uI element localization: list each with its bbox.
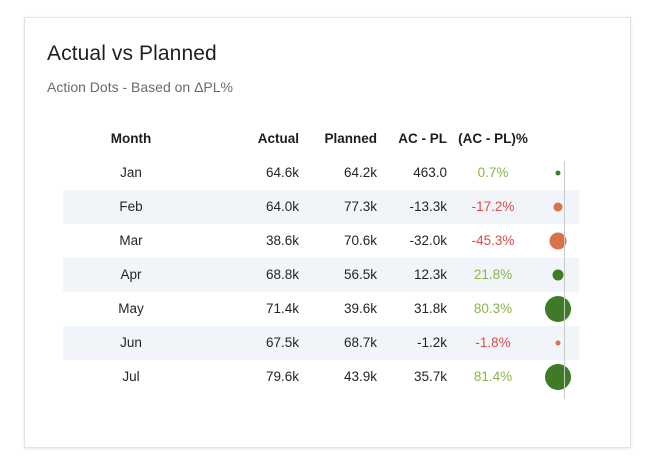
planned-cell: 77.3k bbox=[343, 199, 377, 214]
ac-pl-percent-cell: -45.3% bbox=[471, 233, 515, 248]
ac-pl-percent-cell: -1.8% bbox=[475, 335, 511, 350]
actual-cell: 67.5k bbox=[265, 335, 299, 350]
action-dot bbox=[555, 170, 561, 176]
ac-pl-percent-cell: 21.8% bbox=[473, 267, 513, 282]
action-dot-cell bbox=[529, 224, 587, 258]
planned-cell: 43.9k bbox=[343, 369, 377, 384]
month-cell: Feb bbox=[119, 199, 143, 214]
action-dot-cell bbox=[529, 258, 587, 292]
table-row[interactable]: May 71.4k 39.6k 31.8k 80.3% bbox=[63, 292, 579, 326]
planned-cell: 70.6k bbox=[343, 233, 377, 248]
header-planned[interactable]: Planned bbox=[324, 131, 377, 146]
table-row[interactable]: Apr 68.8k 56.5k 12.3k 21.8% bbox=[63, 258, 579, 292]
action-dot-cell bbox=[529, 326, 587, 360]
action-dot bbox=[549, 232, 567, 250]
month-cell: Jan bbox=[120, 165, 142, 180]
planned-cell: 56.5k bbox=[343, 267, 377, 282]
chart-card: Actual vs Planned Action Dots - Based on… bbox=[24, 17, 631, 448]
actual-cell: 64.0k bbox=[265, 199, 299, 214]
actual-cell: 79.6k bbox=[265, 369, 299, 384]
planned-cell: 64.2k bbox=[343, 165, 377, 180]
ac-pl-cell: 31.8k bbox=[413, 301, 447, 316]
action-dot-cell bbox=[529, 292, 587, 326]
ac-pl-percent-cell: -17.2% bbox=[471, 199, 515, 214]
ac-pl-cell: 12.3k bbox=[413, 267, 447, 282]
ac-pl-cell: -1.2k bbox=[416, 335, 447, 350]
table-row[interactable]: Jan 64.6k 64.2k 463.0 0.7% bbox=[63, 156, 579, 190]
action-dot bbox=[553, 202, 563, 212]
chart-title: Actual vs Planned bbox=[47, 42, 217, 65]
ac-pl-percent-cell: 81.4% bbox=[473, 369, 513, 384]
action-dot bbox=[545, 364, 571, 390]
table-row[interactable]: Jun 67.5k 68.7k -1.2k -1.8% bbox=[63, 326, 579, 360]
header-month[interactable]: Month bbox=[110, 131, 152, 146]
month-cell: Apr bbox=[120, 267, 142, 282]
month-cell: Mar bbox=[119, 233, 143, 248]
ac-pl-cell: -32.0k bbox=[409, 233, 447, 248]
actual-cell: 64.6k bbox=[265, 165, 299, 180]
planned-cell: 39.6k bbox=[343, 301, 377, 316]
action-dot bbox=[555, 340, 561, 346]
ac-pl-percent-cell: 80.3% bbox=[473, 301, 513, 316]
actual-cell: 68.8k bbox=[265, 267, 299, 282]
header-ac-pl-percent[interactable]: (AC - PL)% bbox=[458, 131, 528, 146]
actual-cell: 38.6k bbox=[265, 233, 299, 248]
table-row[interactable]: Mar 38.6k 70.6k -32.0k -45.3% bbox=[63, 224, 579, 258]
header-ac-pl[interactable]: AC - PL bbox=[398, 131, 447, 146]
action-dot-cell bbox=[529, 190, 587, 224]
table-row[interactable]: Feb 64.0k 77.3k -13.3k -17.2% bbox=[63, 190, 579, 224]
month-cell: Jul bbox=[122, 369, 140, 384]
chart-subtitle: Action Dots - Based on ΔPL% bbox=[47, 79, 233, 95]
planned-cell: 68.7k bbox=[343, 335, 377, 350]
action-dot bbox=[545, 296, 571, 322]
table-body: Jan 64.6k 64.2k 463.0 0.7% Feb 64.0k 77.3k -13.3… bbox=[63, 156, 579, 394]
month-cell: May bbox=[118, 301, 144, 316]
month-cell: Jun bbox=[120, 335, 142, 350]
action-dot-cell bbox=[529, 156, 587, 190]
data-table: Month Actual Planned AC - PL (AC - PL)% … bbox=[63, 122, 579, 399]
column-divider bbox=[564, 161, 565, 399]
ac-pl-cell: -13.3k bbox=[409, 199, 447, 214]
action-dot-cell bbox=[529, 360, 587, 394]
ac-pl-percent-cell: 0.7% bbox=[477, 165, 509, 180]
header-actual[interactable]: Actual bbox=[257, 131, 299, 146]
table-header: Month Actual Planned AC - PL (AC - PL)% bbox=[63, 122, 579, 156]
actual-cell: 71.4k bbox=[265, 301, 299, 316]
action-dot bbox=[552, 269, 564, 281]
ac-pl-cell: 463.0 bbox=[413, 165, 447, 180]
table-row[interactable]: Jul 79.6k 43.9k 35.7k 81.4% bbox=[63, 360, 579, 394]
ac-pl-cell: 35.7k bbox=[413, 369, 447, 384]
